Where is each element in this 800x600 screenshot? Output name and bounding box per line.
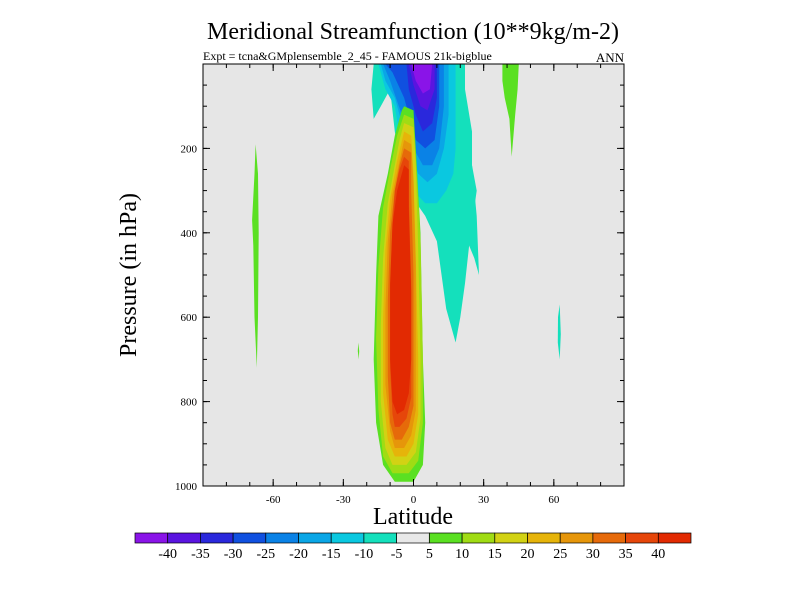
northern-negative-patch	[557, 304, 561, 360]
y-tick-label: 600	[181, 312, 198, 324]
positive-contour-8	[390, 165, 412, 415]
season-label: ANN	[596, 50, 625, 65]
colorbar-label: -10	[355, 547, 374, 562]
y-tick-label: 800	[181, 397, 198, 409]
colorbar-swatch	[559, 532, 594, 544]
y-tick-label: 400	[181, 228, 198, 240]
colorbar-label: 15	[488, 547, 502, 562]
northern-mid-negative	[457, 165, 479, 275]
colorbar-swatch	[265, 532, 299, 544]
colorbar-swatch	[461, 532, 496, 544]
colorbar: -40 -35 -30 -25 -20 -15 -10 -5 5 10 15 20 25 30 35 40	[134, 532, 692, 562]
colorbar-swatch	[494, 532, 528, 544]
x-tick-label: 30	[478, 494, 490, 506]
colorbar-swatch	[625, 532, 659, 544]
colorbar-swatch	[167, 532, 201, 544]
colorbar-label: 25	[553, 547, 567, 562]
x-tick-label: 60	[548, 494, 560, 506]
colorbar-swatch	[657, 532, 692, 544]
y-tick-label: 200	[181, 143, 198, 155]
colorbar-label: 30	[586, 547, 600, 562]
colorbar-label: -5	[391, 547, 403, 562]
colorbar-label: -30	[224, 547, 243, 562]
northern-weak-cell	[502, 64, 519, 157]
contour-fills	[252, 64, 561, 482]
colorbar-swatch	[396, 532, 430, 544]
x-tick-label: -30	[336, 494, 351, 506]
plot-area: -60 -30 0 30 60 200 400 600 800 1000	[175, 63, 625, 506]
colorbar-swatch	[330, 532, 365, 544]
x-tick-label: 0	[411, 494, 417, 506]
southern-weak-cell-small	[357, 342, 360, 360]
colorbar-label: -25	[256, 547, 275, 562]
colorbar-swatch	[134, 532, 169, 544]
colorbar-swatch	[298, 532, 332, 544]
colorbar-label: 35	[619, 547, 633, 562]
colorbar-label: -40	[158, 547, 177, 562]
colorbar-label: 10	[455, 547, 469, 562]
colorbar-label: 5	[426, 547, 433, 562]
x-axis-label: Latitude	[373, 504, 453, 530]
colorbar-swatch	[363, 532, 397, 544]
southern-weak-cell	[252, 144, 259, 368]
x-tick-label: -60	[266, 494, 281, 506]
colorbar-swatch	[200, 532, 234, 544]
colorbar-swatch	[429, 532, 463, 544]
colorbar-swatch	[592, 532, 626, 544]
y-tick-label: 1000	[175, 481, 198, 493]
axes: -60 -30 0 30 60 200 400 600 800 1000	[175, 63, 625, 506]
y-axis-label: Pressure (in hPa)	[116, 193, 142, 357]
colorbar-label: 20	[521, 547, 535, 562]
chart-subtitle: Expt = tcna&GMplensemble_2_45 - FAMOUS 2…	[203, 49, 492, 63]
chart-title: Meridional Streamfunction (10**9kg/m-2)	[207, 19, 619, 45]
colorbar-label: -35	[191, 547, 210, 562]
negative-contour-40	[411, 64, 433, 94]
colorbar-label: -15	[322, 547, 341, 562]
colorbar-label: 40	[651, 547, 665, 562]
colorbar-swatch	[232, 532, 267, 544]
colorbar-label: -20	[289, 547, 308, 562]
colorbar-swatch	[527, 532, 561, 544]
